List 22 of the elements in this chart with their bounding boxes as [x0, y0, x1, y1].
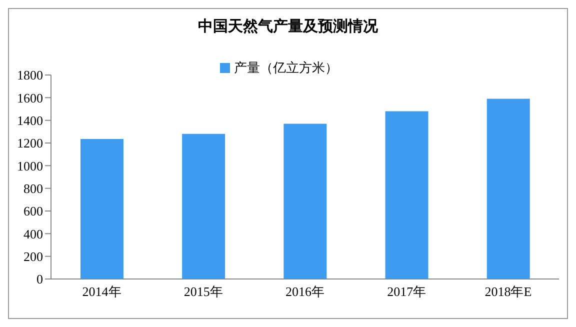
y-tick-label: 1000 — [17, 158, 43, 174]
y-tick-label: 200 — [24, 248, 43, 264]
x-tick-label: 2018年E — [484, 284, 532, 300]
y-tick-label: 1600 — [17, 90, 43, 106]
y-tick-label: 1400 — [17, 112, 43, 128]
bar — [486, 98, 530, 279]
x-tick-label: 2014年 — [82, 284, 122, 300]
x-tick-label: 2016年 — [286, 284, 324, 300]
bar — [385, 111, 428, 279]
y-tick-label: 1800 — [17, 68, 43, 83]
chart-title: 中国天然气产量及预测情况 — [197, 17, 379, 36]
bar — [80, 139, 124, 279]
y-tick-label: 400 — [24, 226, 43, 242]
y-tick-label: 800 — [24, 180, 43, 196]
bar — [284, 124, 327, 279]
legend-label: 产量（亿立方米） — [234, 61, 338, 76]
y-tick-label: 0 — [36, 272, 43, 287]
x-tick-label: 2017年 — [387, 284, 426, 300]
bar — [182, 134, 226, 279]
y-tick-label: 600 — [24, 204, 43, 219]
y-tick-label: 1200 — [17, 136, 43, 151]
x-tick-label: 2015年 — [184, 284, 223, 300]
